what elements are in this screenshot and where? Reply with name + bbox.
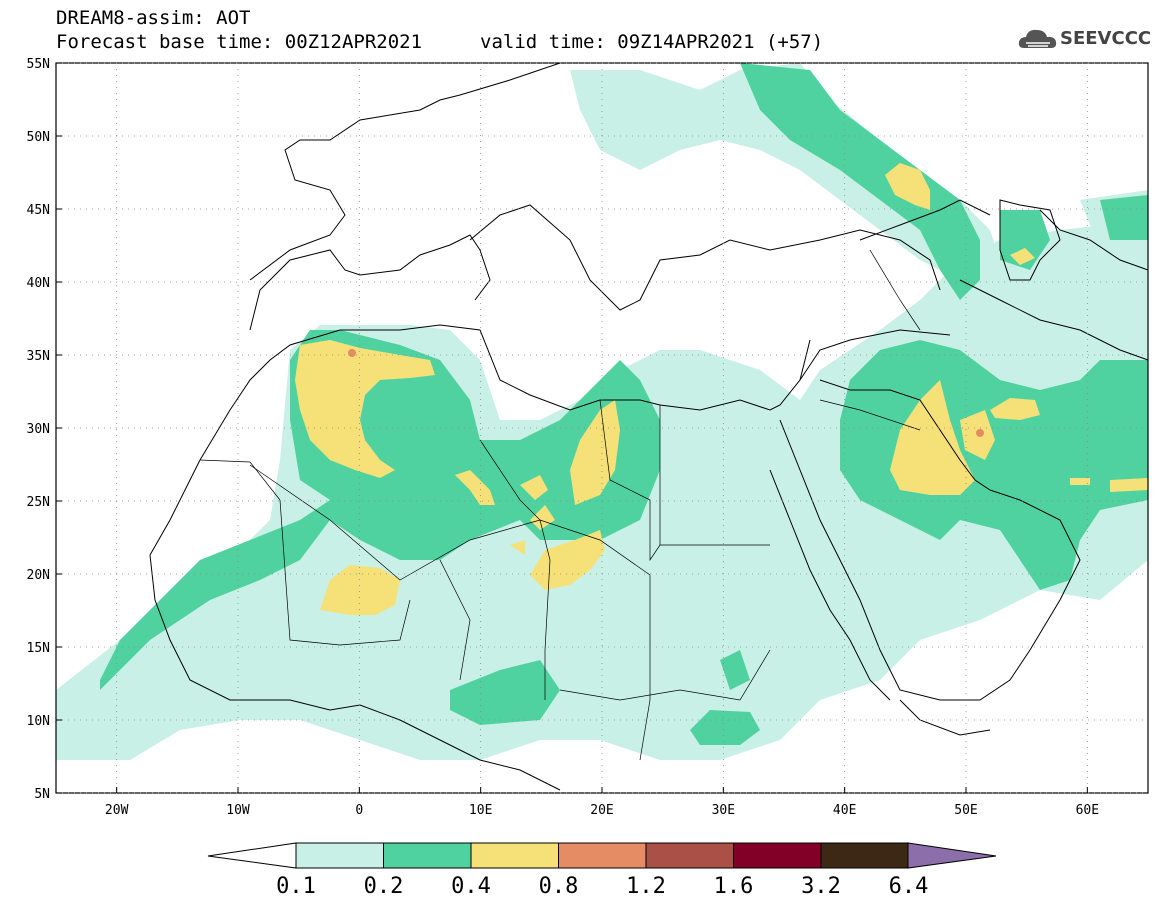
colorbar-level-label: 1.6 (714, 874, 754, 899)
colorbar-level-label: 0.8 (539, 874, 579, 899)
valid-time: valid time: 09Z14APR2021 (+57) (480, 31, 824, 53)
lon-tick-label: 40E (833, 803, 856, 818)
axis-ticks: 20W 10W 0 10E 20E 30E 40E 50E 60E 5N 10N 15N 20N 25N 3… (27, 57, 1100, 818)
lat-tick-label: 25N (27, 495, 50, 510)
colorbar-level-label: 0.4 (451, 874, 491, 899)
map-title: DREAM8-assim: AOT (56, 7, 251, 29)
cloud-logo-icon (1018, 29, 1057, 48)
lat-tick-label: 10N (27, 714, 50, 729)
colorbar-level-label: 1.2 (626, 874, 666, 899)
lon-tick-label: 10E (469, 803, 492, 818)
colorbar-swatch (645, 842, 734, 869)
forecast-base-time: Forecast base time: 00Z12APR2021 (56, 31, 423, 53)
lon-tick-label: 20W (105, 803, 129, 818)
logo-text: SEEVCCC (1060, 28, 1152, 49)
colorbar-swatch (383, 842, 472, 869)
lat-tick-label: 20N (27, 568, 50, 583)
colorbar-level-label: 3.2 (801, 874, 841, 899)
lat-tick-label: 35N (27, 349, 50, 364)
borders (199, 249, 921, 761)
colorbar-swatch (295, 842, 384, 869)
colorbar-level-label: 6.4 (889, 874, 929, 899)
colorbar-swatch (470, 842, 559, 869)
lon-tick-label: 20E (590, 803, 613, 818)
colorbar-swatch (733, 842, 822, 869)
lon-tick-label: 50E (954, 803, 977, 818)
coastlines (149, 63, 1148, 791)
aot-level-0.2 (100, 63, 1148, 745)
colorbar-swatch (558, 842, 647, 869)
colorbar-low-arrow (207, 842, 297, 869)
lon-tick-label: 60E (1076, 803, 1099, 818)
colorbar-level-label: 0.1 (276, 874, 316, 899)
lat-tick-label: 45N (27, 203, 50, 218)
lat-tick-label: 5N (34, 787, 50, 802)
colorbar: 0.1 0.2 0.4 0.8 1.2 1.6 3.2 6.4 (207, 842, 997, 899)
lon-tick-label: 30E (712, 803, 735, 818)
lat-tick-label: 30N (27, 422, 50, 437)
lon-tick-label: 10W (226, 803, 250, 818)
lat-tick-label: 50N (27, 130, 50, 145)
seevccc-logo: SEEVCCC (1016, 24, 1156, 54)
colorbar-level-label: 0.2 (364, 874, 404, 899)
lat-tick-label: 40N (27, 276, 50, 291)
lat-tick-label: 55N (27, 57, 50, 72)
colorbar-swatch (820, 842, 909, 869)
aot-level-0.4 (295, 163, 1148, 615)
colorbar-high-arrow (907, 842, 997, 869)
lon-tick-label: 0 (355, 803, 363, 818)
lat-tick-label: 15N (27, 641, 50, 656)
